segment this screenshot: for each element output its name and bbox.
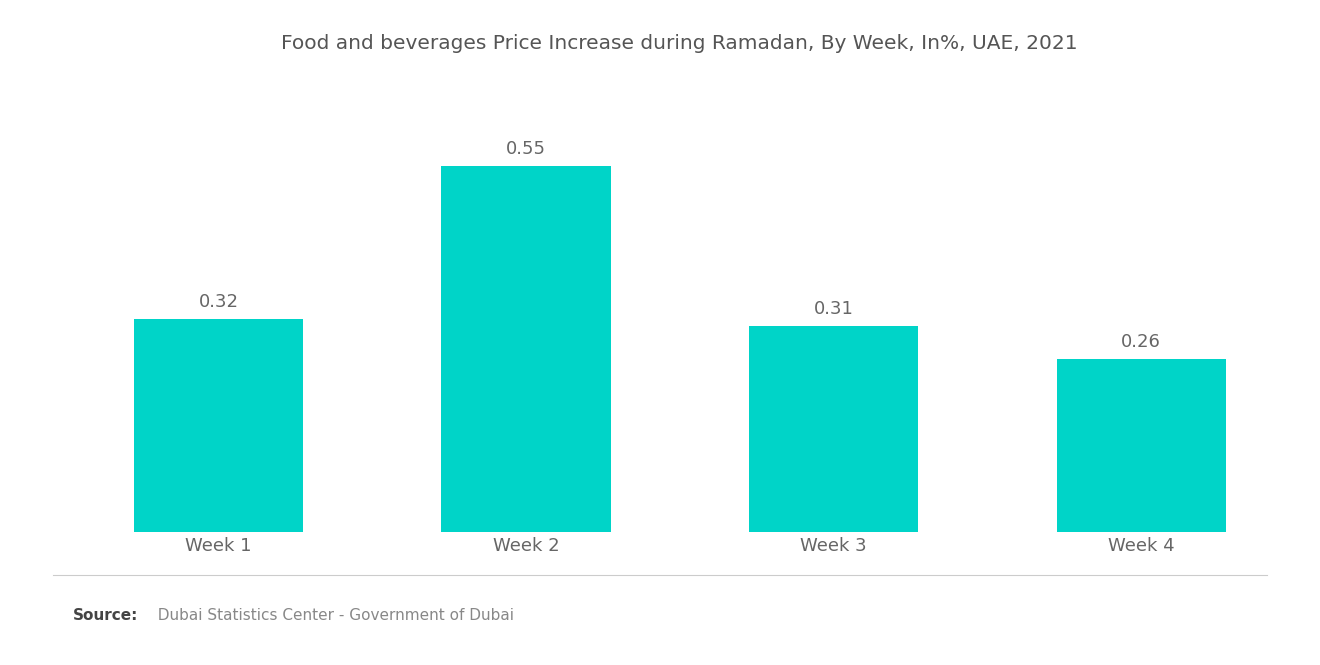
Text: 0.32: 0.32 [198, 293, 239, 311]
Text: Dubai Statistics Center - Government of Dubai: Dubai Statistics Center - Government of … [148, 608, 513, 622]
Title: Food and beverages Price Increase during Ramadan, By Week, In%, UAE, 2021: Food and beverages Price Increase during… [281, 34, 1078, 53]
Bar [748, 326, 919, 532]
Text: 0.26: 0.26 [1121, 333, 1162, 351]
Bar [1056, 359, 1226, 532]
Bar [441, 166, 611, 532]
Text: 0.31: 0.31 [813, 300, 854, 318]
Text: 0.55: 0.55 [506, 140, 546, 158]
Text: Source:: Source: [73, 608, 139, 622]
Bar [133, 319, 304, 532]
